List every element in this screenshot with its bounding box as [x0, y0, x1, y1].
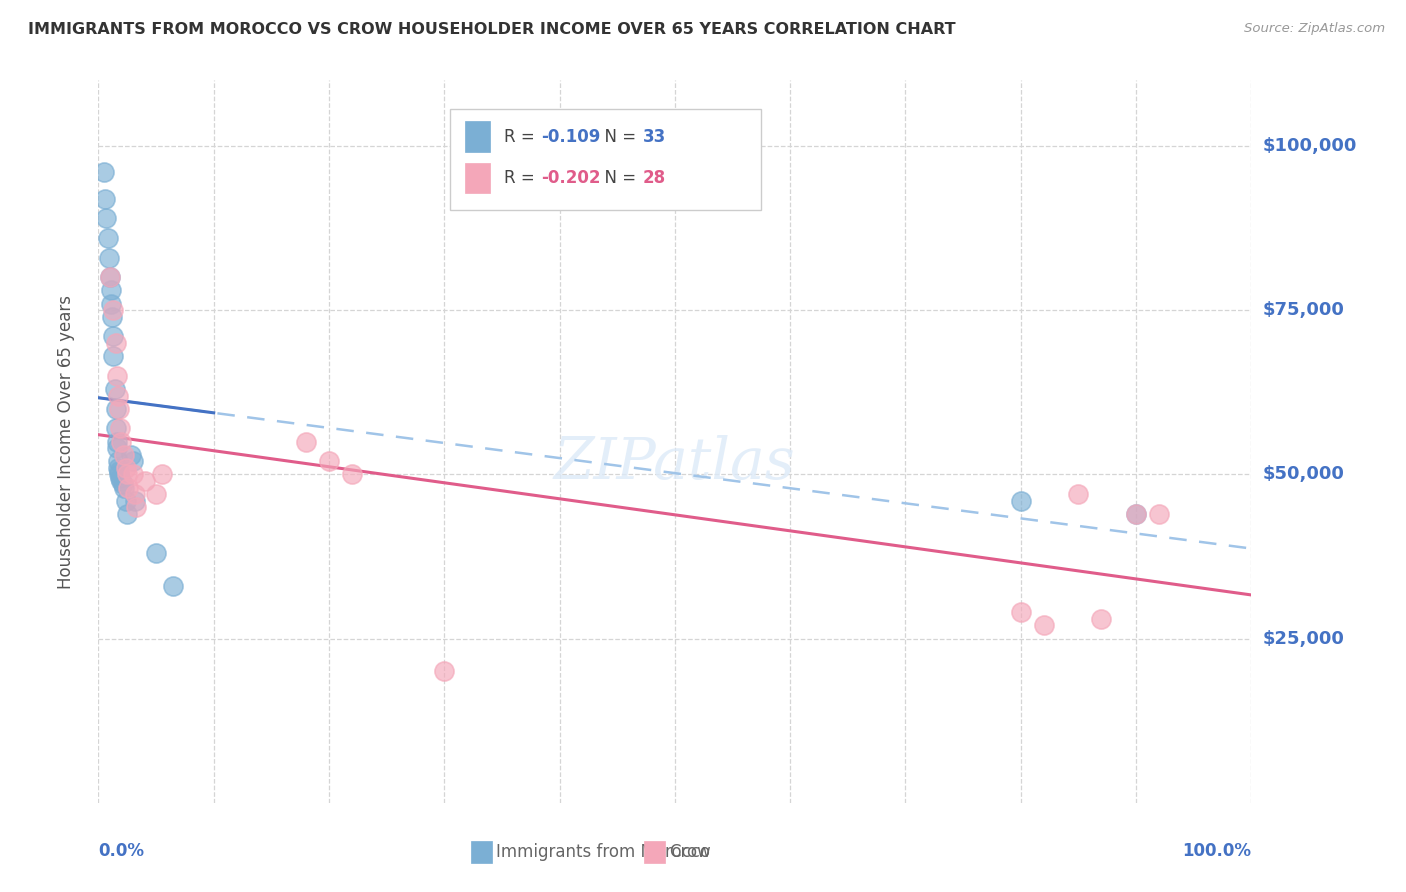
Text: 28: 28 [643, 169, 665, 186]
Point [110, 471, 132, 485]
Y-axis label: Householder Income Over 65 years: Householder Income Over 65 years [56, 294, 75, 589]
Text: $50,000: $50,000 [1263, 466, 1344, 483]
Point [117, 467, 139, 482]
Point [340, 467, 363, 482]
Point [111, 477, 134, 491]
Bar [471, 841, 492, 863]
Point [103, 303, 125, 318]
Text: -0.202: -0.202 [541, 169, 600, 186]
Point [104, 336, 127, 351]
Point [98, 270, 121, 285]
Point [117, 481, 139, 495]
Point [1090, 612, 1112, 626]
Text: $25,000: $25,000 [1263, 630, 1344, 648]
Text: ZIPatlas: ZIPatlas [554, 435, 796, 491]
Point [94, 192, 117, 206]
Point [145, 487, 167, 501]
Point [104, 421, 127, 435]
Point [103, 382, 125, 396]
Point [117, 507, 139, 521]
Point [112, 448, 135, 462]
Text: 0.0%: 0.0% [98, 842, 145, 860]
Point [134, 474, 156, 488]
Point [1010, 493, 1032, 508]
Point [162, 579, 184, 593]
Point [1125, 507, 1147, 521]
Text: Crow: Crow [669, 843, 711, 861]
Point [100, 296, 122, 310]
Point [100, 284, 122, 298]
Text: Source: ZipAtlas.com: Source: ZipAtlas.com [1244, 22, 1385, 36]
Point [101, 310, 124, 324]
Point [107, 388, 129, 402]
Point [295, 434, 318, 449]
Bar [465, 162, 491, 193]
Point [96, 211, 118, 226]
Point [108, 401, 131, 416]
Point [97, 251, 120, 265]
Point [107, 454, 129, 468]
Point [110, 474, 132, 488]
Point [97, 231, 120, 245]
Point [108, 467, 131, 482]
Text: R =: R = [505, 169, 540, 186]
Point [1067, 487, 1090, 501]
Point [145, 546, 167, 560]
Text: $100,000: $100,000 [1263, 137, 1357, 155]
Point [1010, 605, 1032, 619]
Point [103, 329, 125, 343]
Point [122, 454, 145, 468]
Point [105, 441, 128, 455]
Text: -0.109: -0.109 [541, 128, 600, 145]
Point [124, 487, 146, 501]
Point [107, 460, 129, 475]
Text: N =: N = [595, 169, 641, 186]
Point [103, 349, 125, 363]
Bar [465, 121, 491, 152]
Point [1147, 507, 1170, 521]
Point [318, 454, 340, 468]
Bar [450, 109, 762, 211]
Text: 33: 33 [643, 128, 666, 145]
Point [110, 434, 132, 449]
Bar [644, 841, 665, 863]
Point [1032, 618, 1054, 632]
Text: Immigrants from Morocco: Immigrants from Morocco [496, 843, 710, 861]
Point [115, 493, 138, 508]
Point [433, 665, 456, 679]
Point [93, 165, 115, 179]
Point [110, 421, 132, 435]
Point [115, 460, 138, 475]
Point [1125, 507, 1147, 521]
Point [108, 464, 131, 478]
Text: N =: N = [595, 128, 641, 145]
Text: R =: R = [505, 128, 540, 145]
Point [122, 467, 145, 482]
Text: IMMIGRANTS FROM MOROCCO VS CROW HOUSEHOLDER INCOME OVER 65 YEARS CORRELATION CHA: IMMIGRANTS FROM MOROCCO VS CROW HOUSEHOL… [28, 22, 956, 37]
Point [112, 481, 135, 495]
Point [105, 368, 128, 383]
Text: 100.0%: 100.0% [1182, 842, 1251, 860]
Point [125, 500, 148, 515]
Point [150, 467, 173, 482]
Text: $75,000: $75,000 [1263, 301, 1344, 319]
Point [124, 493, 146, 508]
Point [98, 270, 121, 285]
Point [105, 434, 128, 449]
Point [104, 401, 127, 416]
Point [120, 448, 142, 462]
